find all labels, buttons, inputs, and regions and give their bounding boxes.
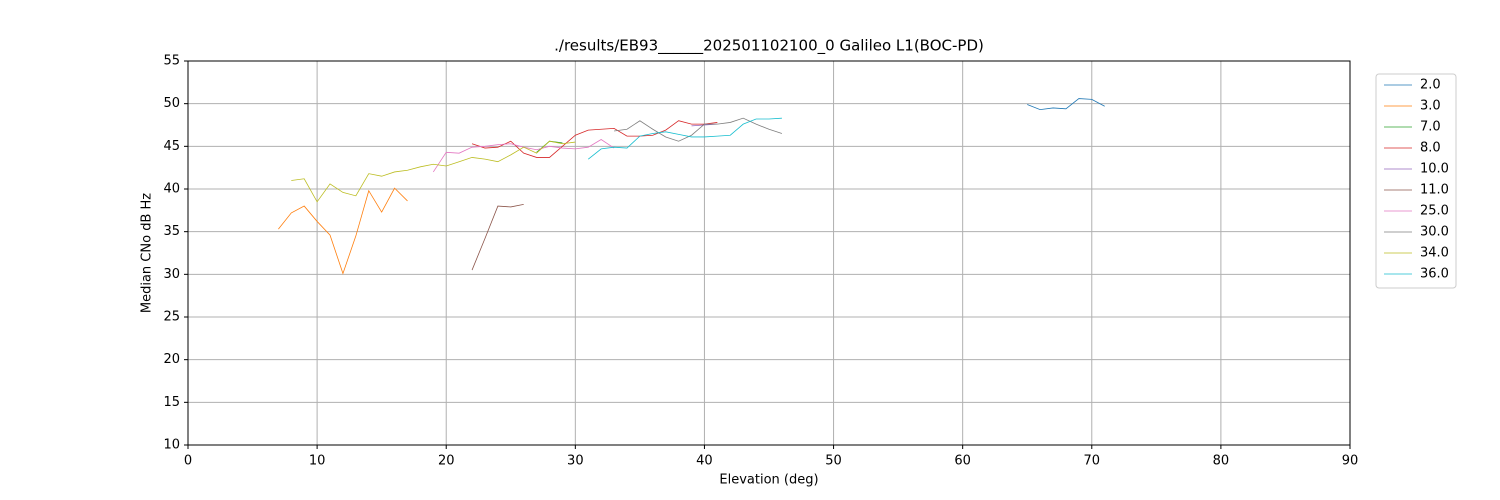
plot-frame [187, 60, 1351, 446]
y-tick-label: 35 [163, 224, 180, 239]
x-tick-label: 40 [696, 454, 713, 469]
legend-label: 25.0 [1420, 204, 1449, 219]
x-tick-label: 50 [825, 454, 842, 469]
legend-label: 3.0 [1420, 99, 1441, 114]
y-tick-label: 40 [163, 182, 180, 197]
x-tick-label: 60 [954, 454, 971, 469]
series-line [614, 117, 783, 142]
y-tick-label: 55 [163, 54, 180, 69]
y-tick-label: 50 [163, 96, 180, 111]
legend-label: 34.0 [1420, 246, 1449, 261]
series-line [471, 203, 524, 271]
y-tick-label: 20 [163, 352, 180, 367]
x-tick-label: 20 [438, 454, 455, 469]
x-tick-label: 70 [1084, 454, 1101, 469]
x-tick-label: 80 [1213, 454, 1230, 469]
series-line [587, 117, 782, 160]
x-tick-label: 30 [567, 454, 584, 469]
y-tick-label: 45 [163, 139, 180, 154]
legend-label: 10.0 [1420, 162, 1449, 177]
chart-title: ./results/EB93______202501102100_0 Galil… [554, 37, 984, 56]
legend-label: 11.0 [1420, 183, 1449, 198]
y-tick-label: 30 [163, 267, 180, 282]
x-tick-label: 0 [184, 454, 192, 469]
y-tick-label: 15 [163, 395, 180, 410]
series-line [1027, 98, 1105, 111]
y-axis-label: Median CNo dB Hz [140, 193, 155, 313]
legend-label: 7.0 [1420, 120, 1441, 135]
y-tick-label: 25 [163, 310, 180, 325]
legend-label: 8.0 [1420, 141, 1441, 156]
x-tick-label: 90 [1342, 454, 1359, 469]
legend-label: 36.0 [1420, 267, 1449, 282]
x-axis-label: Elevation (deg) [719, 473, 818, 488]
x-tick-label: 10 [309, 454, 326, 469]
series-line [278, 187, 408, 275]
legend-label: 2.0 [1420, 78, 1441, 93]
series-line [471, 120, 718, 158]
series-line [291, 140, 576, 203]
legend-box [1375, 73, 1457, 289]
legend-label: 30.0 [1420, 225, 1449, 240]
y-tick-label: 10 [163, 438, 180, 453]
